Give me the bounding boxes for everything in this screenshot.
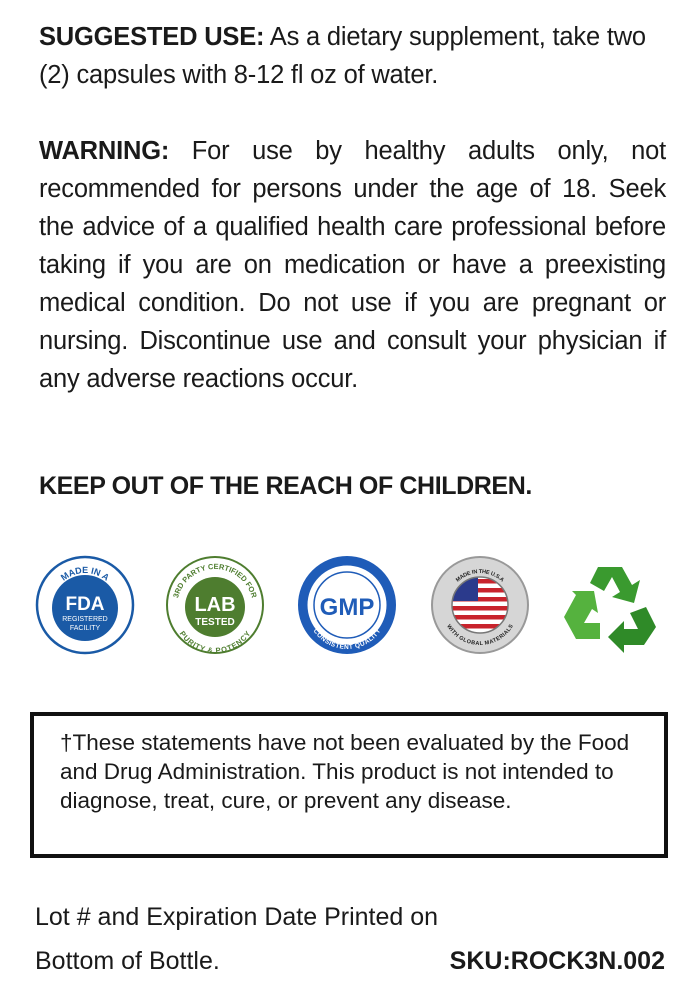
fda-disclaimer-text: †These statements have not been evaluate… (60, 730, 630, 813)
svg-text:FACILITY: FACILITY (70, 625, 101, 632)
suggested-use-text: As a dietary supplement, take two (2) ca… (39, 23, 646, 89)
warning-heading: WARNING: (39, 137, 170, 165)
lot-expiration-note: Lot # and Expiration Date Printed on Bot… (35, 895, 438, 983)
sku-code: SKU:ROCK3N.002 (449, 947, 665, 975)
lot-line-2: Bottom of Bottle. (35, 947, 220, 975)
certification-badges: MADE IN A FDA REGISTERED FACILITY 3RD PA… (0, 555, 687, 655)
svg-text:GMP: GMP (320, 594, 375, 621)
fda-disclaimer-box: †These statements have not been evaluate… (30, 712, 668, 858)
suggested-use-heading: SUGGESTED USE: (39, 23, 265, 51)
made-in-usa-badge-icon: MADE IN THE U.S.A WITH GLOBAL MATERIALS (431, 556, 529, 654)
lot-line-1: Lot # and Expiration Date Printed on (35, 903, 439, 931)
svg-text:LAB: LAB (194, 594, 235, 616)
warning-text: For use by healthy adults only, not reco… (39, 137, 666, 393)
svg-text:FDA: FDA (65, 594, 104, 615)
keep-out-notice: KEEP OUT OF THE REACH OF CHILDREN. (39, 472, 532, 500)
warning: WARNING: For use by healthy adults only,… (39, 132, 666, 398)
gmp-badge-icon: GOOD MANUFACTURING PRACTICE CONSISTENT Q… (298, 556, 396, 654)
svg-text:TESTED: TESTED (195, 617, 234, 628)
suggested-use: SUGGESTED USE: As a dietary supplement, … (39, 18, 666, 94)
svg-text:REGISTERED: REGISTERED (62, 616, 108, 623)
fda-badge-icon: MADE IN A FDA REGISTERED FACILITY (35, 555, 135, 655)
recycle-icon (564, 567, 656, 653)
lab-tested-badge-icon: 3RD PARTY CERTIFIED FOR PURITY & POTENCY… (166, 556, 264, 655)
